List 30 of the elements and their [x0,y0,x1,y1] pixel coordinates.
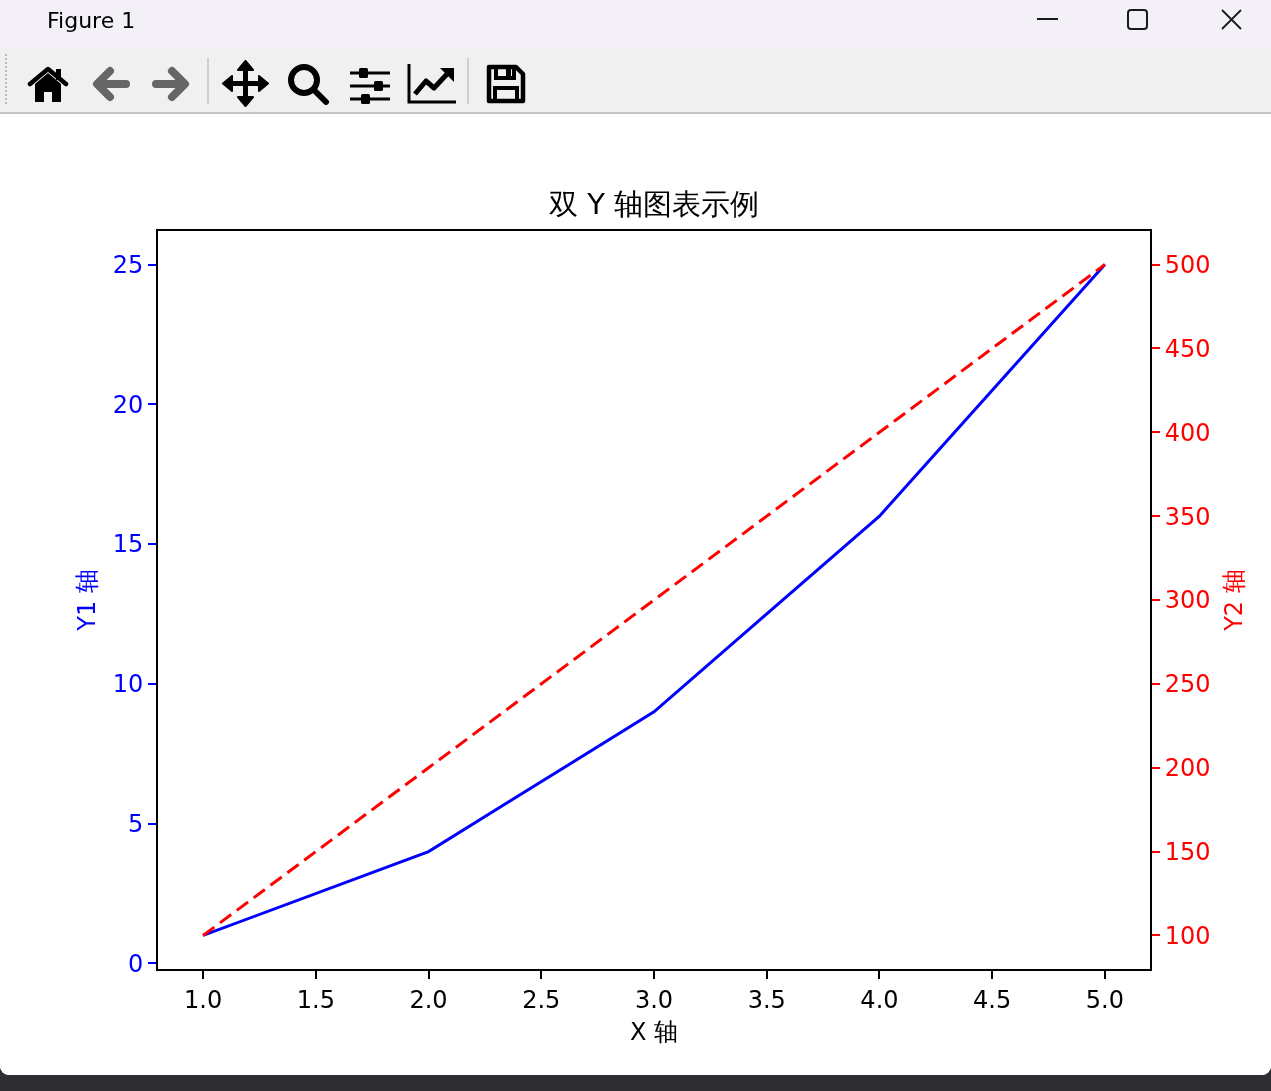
y-tick-label: 20 [112,390,144,419]
y-tick-label: 0 [127,949,144,978]
x-tick-label: 3.0 [634,985,674,1014]
caption: Figure 1 [47,7,136,35]
y2-tick-label: 250 [1164,670,1211,699]
x-tick-label: 3.5 [747,985,786,1014]
x-tick-label: 2.5 [522,985,561,1014]
x-tick-label: 5.0 [1085,985,1124,1014]
y-tick-label: 25 [112,250,144,279]
y-axis-title: Y1 轴 [73,569,102,632]
x-tick-label: 2.0 [409,985,448,1014]
x-axis-title: X 轴 [629,1017,679,1046]
y2-tick-label: 400 [1164,418,1211,447]
y-tick-label: 15 [112,530,144,559]
x-tick-label: 4.0 [860,985,899,1014]
x-tick-label: 1.5 [296,985,335,1014]
y2-tick-label: 300 [1164,586,1211,615]
y2-tick-label: 200 [1164,754,1211,783]
y2-tick-label: 500 [1164,250,1211,279]
x-tick-label: 4.5 [973,985,1012,1014]
y2-axis-title: Y2 轴 [1220,569,1249,632]
x-tick-label: 1.0 [184,985,223,1014]
y2-tick-label: 150 [1164,837,1211,866]
y2-tick-label: 350 [1164,502,1211,531]
y2-tick-label: 450 [1164,334,1211,363]
y-tick-label: 10 [112,670,144,699]
chart-title: 双 Y 轴图表示例 [548,187,760,222]
y2-tick-label: 100 [1164,921,1211,950]
y-tick-label: 5 [127,810,144,839]
line-series [201,263,1107,937]
